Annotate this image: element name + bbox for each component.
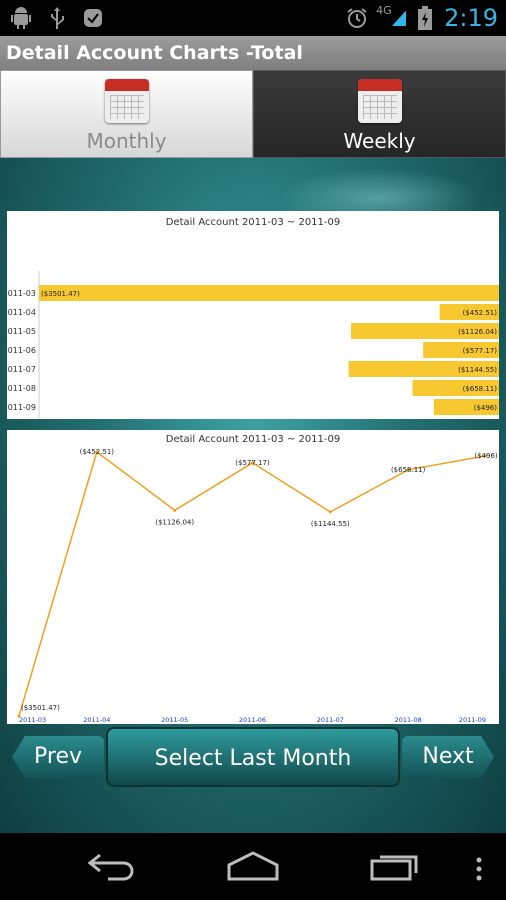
next-button[interactable]: Next: [402, 736, 494, 778]
system-indicators: 4G 2:19: [346, 4, 498, 32]
period-navigation: Prev Select Last Month Next: [0, 725, 506, 787]
bar-category-label: 2011-09: [7, 403, 36, 412]
line-chart: Detail Account 2011-03 ~ 2011-09 ($3501.…: [7, 430, 499, 724]
line-tick-label: 2011-05: [161, 716, 188, 724]
line-point: [173, 508, 177, 512]
bar: [348, 361, 499, 377]
page-title: Detail Account Charts -Total: [0, 36, 506, 70]
line-point: [17, 714, 21, 718]
bar-chart: Detail Account 2011-03 ~ 2011-09 2011-03…: [7, 211, 499, 419]
bar: [433, 399, 499, 415]
chart-content-area: Detail Account 2011-03 ~ 2011-09 2011-03…: [0, 158, 506, 833]
bar-category-label: 2011-08: [7, 384, 36, 393]
tab-monthly-label: Monthly: [86, 129, 167, 153]
system-navigation-bar: [0, 833, 506, 900]
alarm-icon: [346, 6, 368, 30]
select-last-month-button[interactable]: Select Last Month: [106, 727, 400, 787]
app-notification-icon: [82, 6, 104, 30]
line-tick-label: 2011-07: [317, 716, 344, 724]
notification-icons: [10, 6, 104, 30]
bar-value-label: ($452.51): [463, 309, 498, 317]
bar-value-label: ($1126.04): [458, 328, 497, 336]
tab-monthly[interactable]: Monthly: [0, 70, 253, 158]
line-point: [328, 510, 332, 514]
line-tick-label: 2011-03: [19, 716, 46, 724]
line-point: [95, 450, 99, 454]
bar-value-label: ($3501.47): [41, 290, 80, 298]
bar-category-label: 2011-06: [7, 346, 36, 355]
line-chart-title: Detail Account 2011-03 ~ 2011-09: [166, 434, 341, 445]
line-value-label: ($577.17): [235, 459, 270, 467]
line-value-label: ($658.11): [391, 466, 426, 474]
bar: [351, 323, 499, 339]
usb-icon: [46, 6, 68, 30]
calendar-icon: [357, 79, 402, 123]
line-value-label: ($452.51): [80, 448, 115, 456]
recent-apps-icon[interactable]: [370, 851, 420, 885]
line-tick-label: 2011-04: [83, 716, 110, 724]
bar: [39, 285, 499, 301]
tab-weekly[interactable]: Weekly: [253, 70, 506, 158]
line-value-label: ($1144.55): [311, 520, 350, 528]
bar-category-label: 2011-07: [7, 365, 36, 374]
prev-button[interactable]: Prev: [12, 736, 104, 778]
bar-category-label: 2011-05: [7, 327, 36, 336]
bar-value-label: ($658.11): [463, 385, 498, 393]
bar-value-label: ($496): [474, 404, 498, 412]
signal-icon: 4G: [376, 3, 407, 30]
battery-charging-icon: [414, 6, 436, 30]
menu-icon[interactable]: [475, 857, 483, 885]
bar-chart-title: Detail Account 2011-03 ~ 2011-09: [166, 217, 341, 228]
status-bar: 4G 2:19: [0, 0, 506, 36]
line-point: [251, 461, 254, 465]
line-point: [406, 468, 410, 472]
line-value-label: ($3501.47): [21, 704, 60, 712]
bar-value-label: ($577.17): [463, 347, 498, 355]
line-point: [484, 454, 488, 458]
tab-weekly-label: Weekly: [343, 129, 416, 153]
home-icon[interactable]: [226, 851, 280, 885]
bar: [423, 342, 499, 358]
line-tick-label: 2011-08: [395, 716, 422, 724]
period-tabs: Monthly Weekly: [0, 70, 506, 158]
bar-value-label: ($1144.55): [458, 366, 497, 374]
back-icon[interactable]: [87, 851, 136, 885]
clock: 2:19: [444, 4, 498, 32]
bar-category-label: 2011-04: [7, 308, 36, 317]
line-tick-label: 2011-09: [459, 716, 486, 724]
line-tick-label: 2011-06: [239, 716, 266, 724]
bar-chart-canvas: Detail Account 2011-03 ~ 2011-09 2011-03…: [7, 217, 499, 419]
line-chart-canvas: Detail Account 2011-03 ~ 2011-09 ($3501.…: [17, 434, 498, 724]
calendar-icon: [104, 79, 149, 123]
android-debug-icon: [10, 6, 32, 30]
bar: [439, 304, 499, 320]
line-value-label: ($496): [474, 452, 498, 460]
network-type: 4G: [376, 3, 392, 17]
bar-category-label: 2011-03: [7, 289, 36, 298]
line-value-label: ($1126.04): [155, 518, 194, 526]
line-series: [18, 450, 487, 717]
bar: [412, 380, 499, 396]
